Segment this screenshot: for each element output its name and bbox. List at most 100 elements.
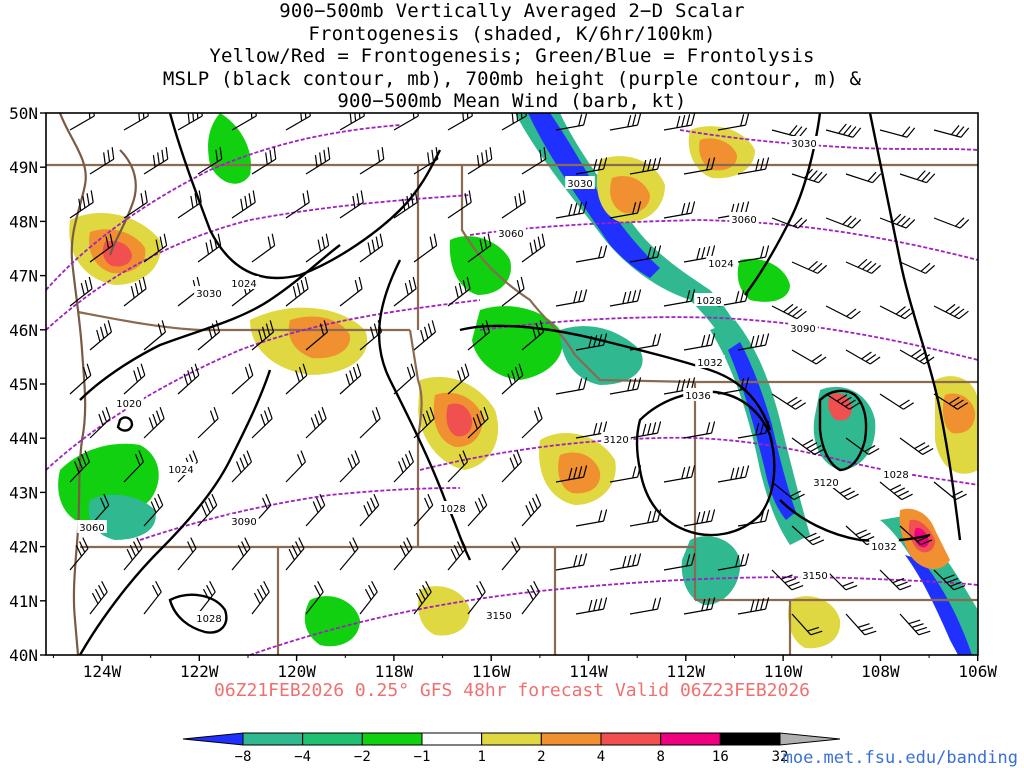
wind-barb [629, 157, 662, 175]
wind-barb [447, 537, 467, 571]
wind-barb [285, 276, 309, 307]
wind-barb [933, 124, 970, 138]
contour-label-box [194, 611, 224, 624]
wind-barb [197, 320, 221, 351]
wind-barb [791, 525, 825, 546]
wind-barb [521, 580, 540, 615]
wind-barb [845, 171, 882, 184]
wind-barb [467, 580, 486, 615]
wind-barb [683, 157, 716, 175]
wind-barb [305, 580, 324, 615]
wind-barb [555, 113, 588, 131]
contour-label: 3120 [603, 435, 628, 446]
wind-barb [629, 245, 662, 263]
wind-barb [845, 613, 877, 636]
wind-barb [69, 450, 91, 483]
wind-barb [555, 553, 588, 571]
longitude-axis: 124W 122W 120W 118W 116W 114W 112W 110W 108W 106W [52, 655, 997, 681]
lon-label: 124W [83, 662, 122, 681]
contour-label-box [683, 388, 713, 401]
wind-barb [359, 580, 378, 615]
colorbar-segment [421, 732, 483, 746]
mslp-contour-1020 [116, 416, 134, 432]
contour-label: 1028 [196, 614, 221, 625]
wind-barb [359, 147, 385, 175]
contour-label-box [881, 467, 911, 480]
wind-barb [123, 113, 149, 131]
lon-label: 116W [472, 662, 511, 681]
contour-label-box [77, 520, 107, 533]
wind-barb [737, 245, 770, 263]
wind-barb [413, 493, 434, 527]
wind-barb [305, 147, 331, 175]
wind-barb [413, 147, 439, 175]
wind-barb [825, 123, 862, 138]
frontolysis-idaho [449, 236, 511, 295]
wind-barb [393, 450, 415, 483]
wind-barb [359, 493, 380, 527]
wind-barb [717, 465, 750, 483]
wind-barb [683, 333, 716, 351]
wind-barb [231, 190, 256, 219]
wind-barb [879, 213, 916, 229]
lat-label: 41N [9, 592, 38, 611]
height-contour-3030 [46, 124, 401, 291]
contour-labels: 1024 1024 1028 1032 1036 1028 1028 1032 1028 1024… [77, 136, 911, 625]
colorbar-tick-label: 16 [712, 749, 729, 765]
contour-label-box [729, 212, 759, 225]
wind-barb [683, 421, 716, 439]
wind-barb [305, 233, 330, 263]
colorbar-segment [660, 732, 721, 746]
wind-barb [791, 168, 828, 184]
wind-barb [555, 465, 588, 483]
contour-label: 3150 [802, 571, 827, 582]
wind-barb [69, 363, 92, 395]
lon-label: 120W [277, 662, 316, 681]
wind-barb [737, 421, 770, 439]
wind-barb [845, 258, 882, 274]
wind-barb [251, 580, 270, 615]
wind-barb [285, 363, 308, 395]
wind-barb [555, 289, 588, 307]
wind-barb [899, 348, 935, 365]
wind-barb [933, 217, 970, 229]
lat-label: 50N [9, 104, 38, 123]
wind-barb [845, 437, 880, 455]
wind-barb [393, 363, 416, 395]
wind-barb [771, 393, 806, 410]
credit-link[interactable]: moe.met.fsu.edu/banding [782, 748, 1018, 768]
height-contour-3090-sw [139, 487, 461, 541]
wind-barb [123, 276, 147, 307]
frontolysis-sw [304, 596, 360, 647]
wind-barb [609, 201, 642, 219]
colorbar-tick-label: 1 [477, 749, 485, 765]
title-line-4: MSLP (black contour, mb), 700mb height (… [162, 67, 862, 90]
contour-label: 3030 [791, 139, 816, 150]
colorbar-tick-label: −2 [354, 749, 371, 765]
frontogenesis-sw [418, 586, 470, 636]
contour-label-box [788, 321, 818, 334]
lon-label: 106W [958, 662, 997, 681]
wind-barb [575, 597, 608, 615]
map-background [46, 113, 978, 655]
lon-label: 118W [375, 662, 414, 681]
wind-barb [521, 233, 546, 263]
frontogenesis-utah-orange [558, 452, 601, 494]
frontolysis-core-se [905, 555, 972, 655]
wind-barb [339, 190, 364, 219]
frontogenesis-idaho-red [446, 403, 473, 437]
contour-label: 3060 [79, 523, 104, 534]
wind-barb [69, 190, 94, 219]
contour-label-box [789, 136, 819, 149]
contour-label: 1036 [685, 391, 710, 402]
contour-label-box [869, 539, 899, 552]
contour-label-box [484, 608, 514, 621]
contour-label: 1024 [231, 279, 256, 290]
wind-barb [663, 553, 696, 571]
wind-barb [89, 147, 115, 175]
frontolysis-montana [737, 258, 790, 302]
wind-barb [933, 481, 967, 501]
wind-barb [89, 406, 111, 439]
wind-barb [447, 190, 472, 219]
border-or-id [408, 329, 423, 547]
